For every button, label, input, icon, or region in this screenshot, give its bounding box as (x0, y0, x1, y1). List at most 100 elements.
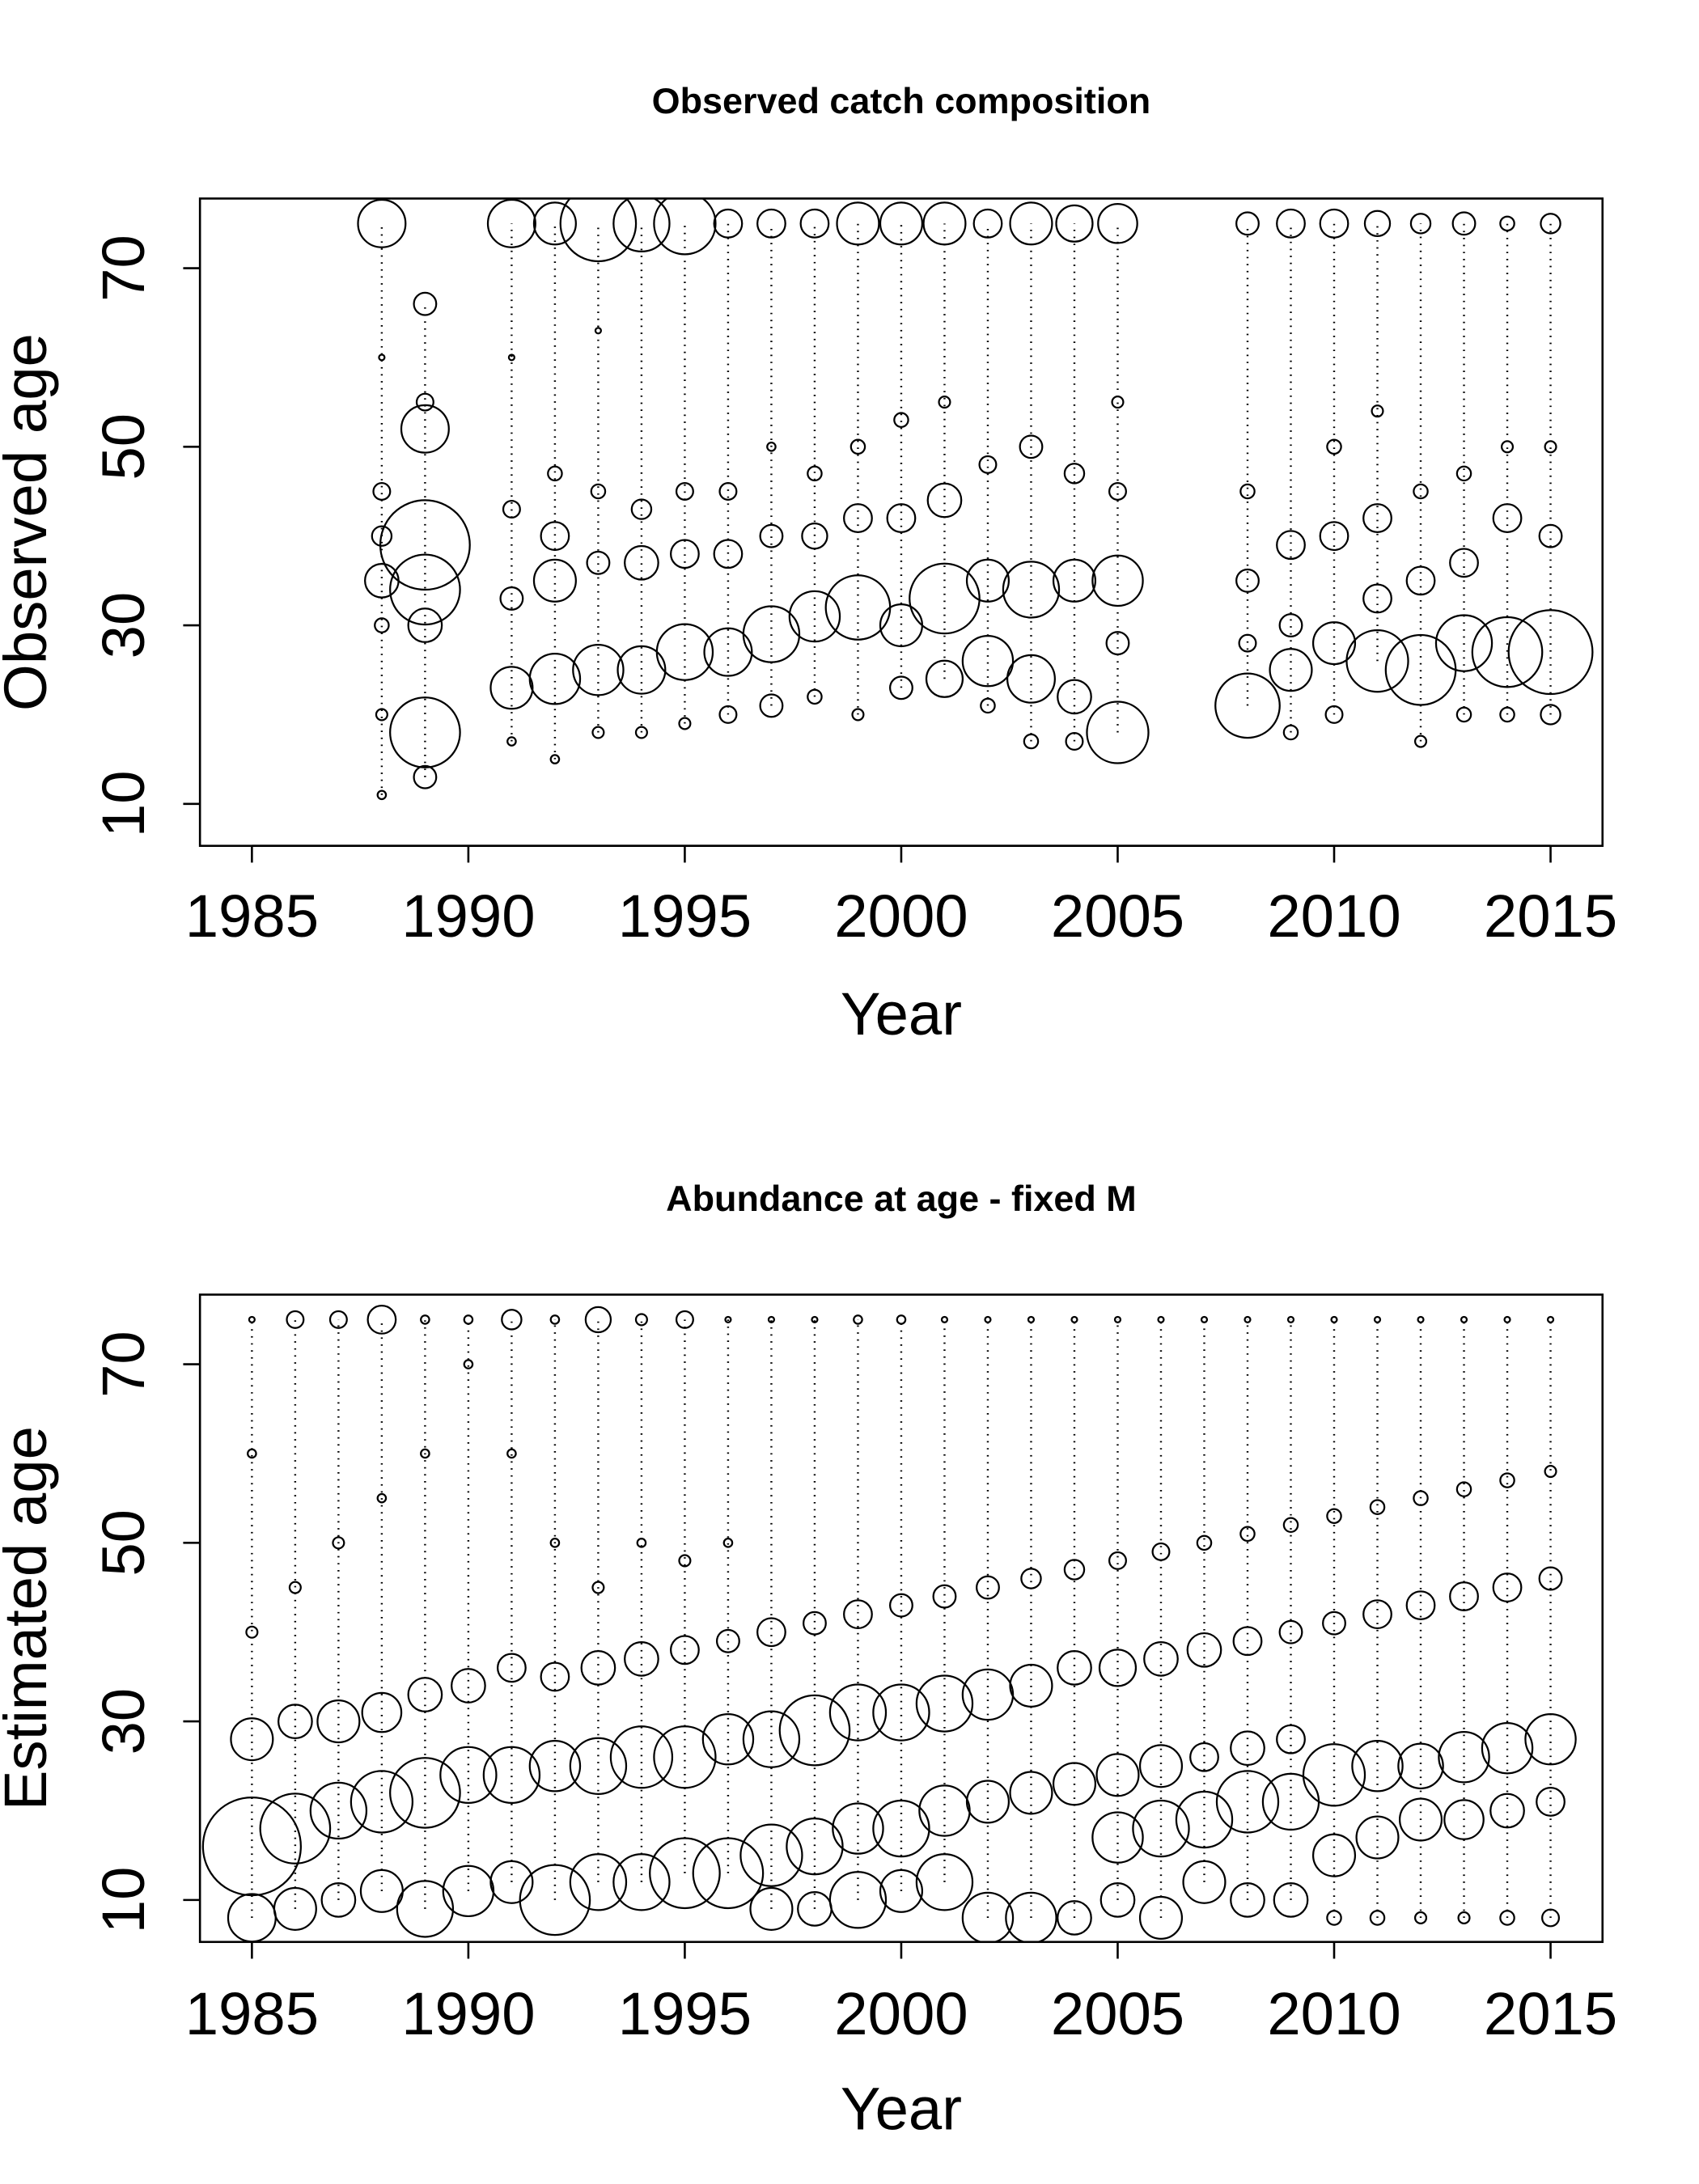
bubble (1196, 1534, 1213, 1551)
bubble (1541, 1908, 1561, 1928)
bubble (1097, 203, 1138, 244)
bubble (1239, 1526, 1256, 1543)
bubble (1023, 733, 1040, 750)
bubble (872, 1683, 930, 1742)
bubble (1455, 465, 1472, 482)
bubble (1063, 1559, 1086, 1581)
bubble (549, 1538, 561, 1548)
bubble (1052, 1762, 1097, 1806)
bubble (1006, 654, 1056, 704)
y-tick-label: 10 (90, 1867, 157, 1934)
x-tick-label: 1990 (401, 1980, 535, 2047)
bubble (801, 522, 828, 550)
bubble (439, 1746, 498, 1805)
bubble (703, 627, 753, 677)
bubble (1443, 1799, 1485, 1840)
bubble (879, 1869, 923, 1913)
bubble (836, 201, 880, 246)
bubble (653, 1725, 717, 1789)
bubble (649, 1837, 721, 1910)
bubble (413, 764, 438, 789)
bubble (273, 1886, 317, 1931)
bubble (1397, 1742, 1444, 1790)
bubble (1273, 1882, 1309, 1918)
bubble (742, 1710, 801, 1768)
bubble (1363, 210, 1392, 238)
bubble (586, 550, 611, 575)
bubble (1492, 1572, 1523, 1602)
bubble (1235, 211, 1260, 236)
bubble (675, 481, 694, 501)
bubble (451, 1668, 486, 1704)
bubble (1503, 1315, 1511, 1323)
bubble (976, 1575, 1000, 1600)
bubble (1326, 1508, 1342, 1525)
bubble (247, 1448, 257, 1459)
bubble (201, 1797, 302, 1897)
bubble (259, 1792, 332, 1864)
bubble (569, 1737, 628, 1795)
bubble (925, 659, 964, 698)
bubble (634, 1313, 648, 1327)
bubble (1057, 679, 1092, 715)
bubble (1091, 1811, 1144, 1864)
bubble (1540, 704, 1561, 726)
x-tick-label: 2010 (1267, 882, 1400, 950)
bubble (371, 525, 393, 547)
bubble (499, 586, 524, 611)
bubble (245, 1625, 259, 1639)
bubble (1157, 1315, 1165, 1323)
bubble (1471, 616, 1544, 688)
bubble (528, 653, 582, 705)
bubble (528, 1740, 582, 1792)
bubble (328, 1310, 348, 1329)
bubble (389, 553, 461, 626)
bubble (389, 696, 461, 768)
bubble (248, 1315, 256, 1323)
x-tick-label: 1990 (401, 882, 535, 950)
bubble (1113, 1315, 1122, 1323)
bubble (766, 441, 777, 452)
bubble (316, 1699, 361, 1744)
x-tick-label: 1995 (618, 1980, 752, 2047)
bubble (609, 1725, 674, 1789)
bubble (984, 1315, 992, 1323)
bubble (1099, 1882, 1136, 1918)
bubble (361, 1691, 403, 1733)
bubble (1276, 530, 1306, 561)
bubble (1063, 463, 1086, 485)
bubble (915, 1674, 974, 1733)
bubble (463, 1314, 474, 1325)
bubble (1345, 629, 1409, 693)
bubble (1319, 521, 1349, 552)
bubble (749, 1886, 794, 1931)
bubble (1215, 1770, 1280, 1834)
bubble (591, 1581, 605, 1594)
bubble (420, 1314, 430, 1325)
bubble (375, 708, 388, 722)
bubble (1311, 621, 1357, 666)
bubble (636, 1538, 647, 1548)
bubble (1413, 483, 1429, 500)
bubble (489, 666, 534, 710)
y-tick-label: 30 (90, 1688, 157, 1755)
bubble (364, 562, 400, 599)
bubble (1460, 1315, 1468, 1323)
bubble (415, 392, 434, 412)
panel: Observed catch composition 1985 1990 1995 20… (0, 80, 1617, 1048)
bubble (612, 1853, 671, 1911)
x-tick-label: 2005 (1051, 1980, 1184, 2047)
bubble (889, 675, 913, 700)
bubble (1027, 1315, 1036, 1323)
bubble (828, 1871, 888, 1929)
bubble (1540, 213, 1561, 235)
bubble (893, 412, 909, 428)
bubble (379, 499, 471, 591)
bubble (1239, 483, 1256, 500)
bubble (965, 1780, 1011, 1824)
bubble (1020, 1568, 1042, 1589)
bubble (532, 558, 577, 603)
bubble (572, 644, 625, 696)
bubble (378, 353, 386, 362)
